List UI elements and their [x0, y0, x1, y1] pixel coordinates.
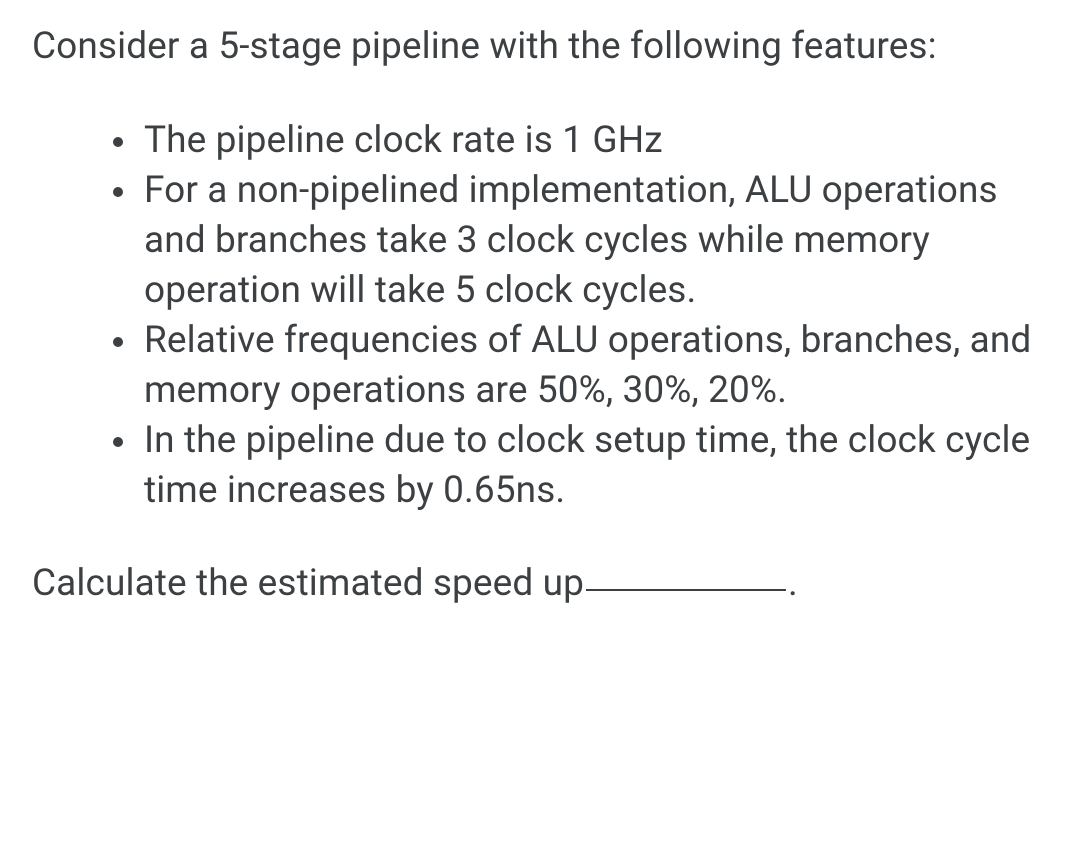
question-suffix: . — [788, 562, 798, 605]
answer-blank[interactable] — [586, 589, 786, 591]
question-text: Calculate the estimated speed up. — [32, 559, 1052, 609]
intro-text: Consider a 5-stage pipeline with the fol… — [32, 22, 1052, 72]
list-item: In the pipeline due to clock setup time,… — [140, 416, 1052, 516]
feature-list: The pipeline clock rate is 1 GHz For a n… — [32, 116, 1052, 516]
problem-statement: Consider a 5-stage pipeline with the fol… — [0, 0, 1080, 609]
list-item: The pipeline clock rate is 1 GHz — [140, 116, 1052, 166]
list-item: Relative frequencies of ALU operations, … — [140, 316, 1052, 416]
question-prefix: Calculate the estimated speed up — [32, 562, 584, 605]
list-item: For a non-pipelined implementation, ALU … — [140, 166, 1052, 316]
